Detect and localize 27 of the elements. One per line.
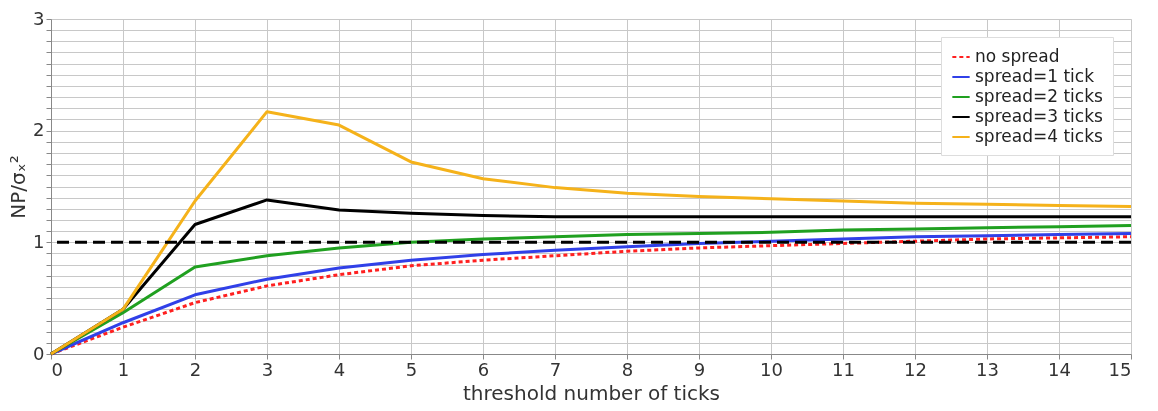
- y-axis-title: NP/σₓ²: [6, 155, 31, 219]
- x-tick-label: 4: [333, 358, 346, 380]
- legend-label: spread=1 tick: [975, 66, 1095, 86]
- y-tick-label: 3: [33, 7, 45, 29]
- x-tick-label: 7: [549, 358, 562, 380]
- x-axis-title: threshold number of ticks: [463, 380, 720, 405]
- legend-label: spread=3 ticks: [975, 106, 1103, 126]
- x-tick-label: 15: [1108, 358, 1132, 380]
- x-tick-label: 11: [832, 358, 855, 380]
- x-tick-label: 2: [189, 358, 202, 380]
- x-tick-label: 1: [117, 358, 130, 380]
- x-tick-label: 8: [621, 358, 634, 380]
- x-tick-label: 3: [261, 358, 274, 380]
- x-tick-label: 5: [405, 358, 418, 380]
- x-tick-label: 9: [693, 358, 706, 380]
- x-tick-label: 10: [760, 358, 783, 380]
- legend-label: no spread: [975, 46, 1060, 66]
- y-tick-label: 2: [33, 119, 45, 141]
- x-tick-label: 14: [1048, 358, 1071, 380]
- x-tick-label: 6: [477, 358, 490, 380]
- x-tick-label: 12: [904, 358, 927, 380]
- legend-label: spread=2 ticks: [975, 86, 1103, 106]
- x-tick-label: 0: [51, 358, 63, 380]
- y-tick-label: 1: [33, 230, 45, 252]
- y-tick-label: 0: [33, 342, 45, 364]
- x-tick-label: 13: [976, 358, 999, 380]
- legend-label: spread=4 ticks: [975, 126, 1103, 146]
